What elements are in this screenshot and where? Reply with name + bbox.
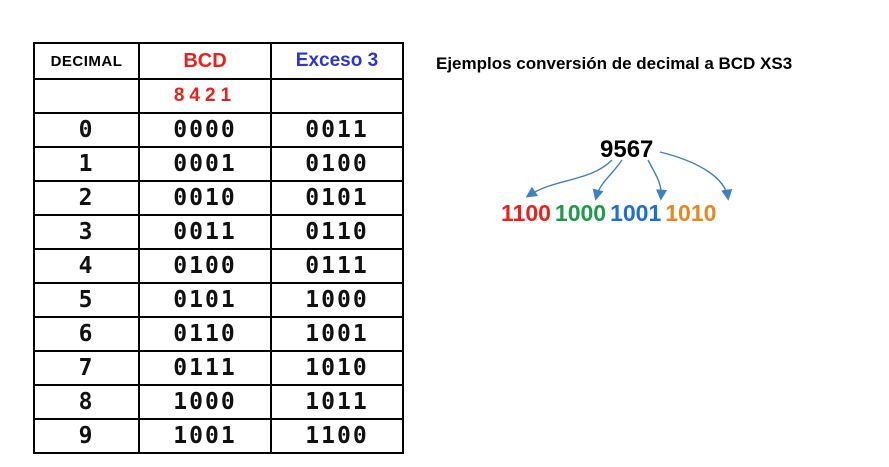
arrow-to-group-1 xyxy=(525,159,613,198)
bcd-weights-row: 8421 xyxy=(33,78,404,114)
cell-bcd: 1001 xyxy=(138,418,272,454)
cell-bcd: 0111 xyxy=(138,350,272,386)
cell-excess3: 1100 xyxy=(270,418,404,454)
table-row: 4 0100 0111 xyxy=(33,248,404,284)
header-excess3: Exceso 3 xyxy=(270,42,404,80)
cell-excess3: 0101 xyxy=(270,180,404,216)
cell-decimal: 1 xyxy=(33,146,140,182)
table-row: 6 0110 1001 xyxy=(33,316,404,352)
cell-decimal: 2 xyxy=(33,180,140,216)
table-row: 1 0001 0100 xyxy=(33,146,404,182)
cell-excess3: 1001 xyxy=(270,316,404,352)
table-row: 3 0011 0110 xyxy=(33,214,404,250)
cell-excess3: 0111 xyxy=(270,248,404,284)
cell-decimal: 9 xyxy=(33,418,140,454)
cell-bcd: 0100 xyxy=(138,248,272,284)
header-decimal: DECIMAL xyxy=(33,42,140,80)
cell-decimal: 3 xyxy=(33,214,140,250)
group-1: 1100 xyxy=(501,200,551,226)
weights-empty-cell xyxy=(33,78,140,114)
table-header-row: DECIMAL BCD Exceso 3 xyxy=(33,42,404,80)
table-row: 2 0010 0101 xyxy=(33,180,404,216)
group-3: 1001 xyxy=(610,200,662,226)
cell-decimal: 8 xyxy=(33,384,140,420)
table-row: 9 1001 1100 xyxy=(33,418,404,454)
cell-decimal: 0 xyxy=(33,112,140,148)
weights-empty-cell xyxy=(270,78,404,114)
cell-decimal: 6 xyxy=(33,316,140,352)
table-row: 5 0101 1000 xyxy=(33,282,404,318)
bcd-excess3-table: DECIMAL BCD Exceso 3 8421 0 0000 0011 1 0001… xyxy=(33,42,404,454)
arrow-to-group-3 xyxy=(647,159,668,201)
group-4: 1010 xyxy=(665,200,717,226)
table-row: 0 0000 0011 xyxy=(33,112,404,148)
cell-excess3: 1000 xyxy=(270,282,404,318)
cell-excess3: 1010 xyxy=(270,350,404,386)
example-title: Ejemplos conversión de decimal a BCD XS3 xyxy=(436,54,793,73)
cell-excess3: 0011 xyxy=(270,112,404,148)
cell-bcd: 0110 xyxy=(138,316,272,352)
header-bcd: BCD xyxy=(138,42,272,80)
table-row: 8 1000 1011 xyxy=(33,384,404,420)
cell-excess3: 1011 xyxy=(270,384,404,420)
excess3-groups: 1100 1000 1001 1010 xyxy=(501,200,720,227)
cell-bcd: 0011 xyxy=(138,214,272,250)
cell-decimal: 5 xyxy=(33,282,140,318)
cell-decimal: 7 xyxy=(33,350,140,386)
cell-excess3: 0100 xyxy=(270,146,404,182)
cell-bcd: 0010 xyxy=(138,180,272,216)
cell-decimal: 4 xyxy=(33,248,140,284)
bcd-weights: 8421 xyxy=(138,78,272,114)
cell-bcd: 0001 xyxy=(138,146,272,182)
cell-bcd: 1000 xyxy=(138,384,272,420)
cell-bcd: 0000 xyxy=(138,112,272,148)
group-2: 1000 xyxy=(554,200,607,226)
cell-excess3: 0110 xyxy=(270,214,404,250)
cell-bcd: 0101 xyxy=(138,282,272,318)
table-row: 7 0111 1010 xyxy=(33,350,404,386)
example-number: 9567 xyxy=(600,136,654,163)
arrow-to-group-2 xyxy=(592,159,623,201)
arrow-to-group-4 xyxy=(659,151,733,201)
